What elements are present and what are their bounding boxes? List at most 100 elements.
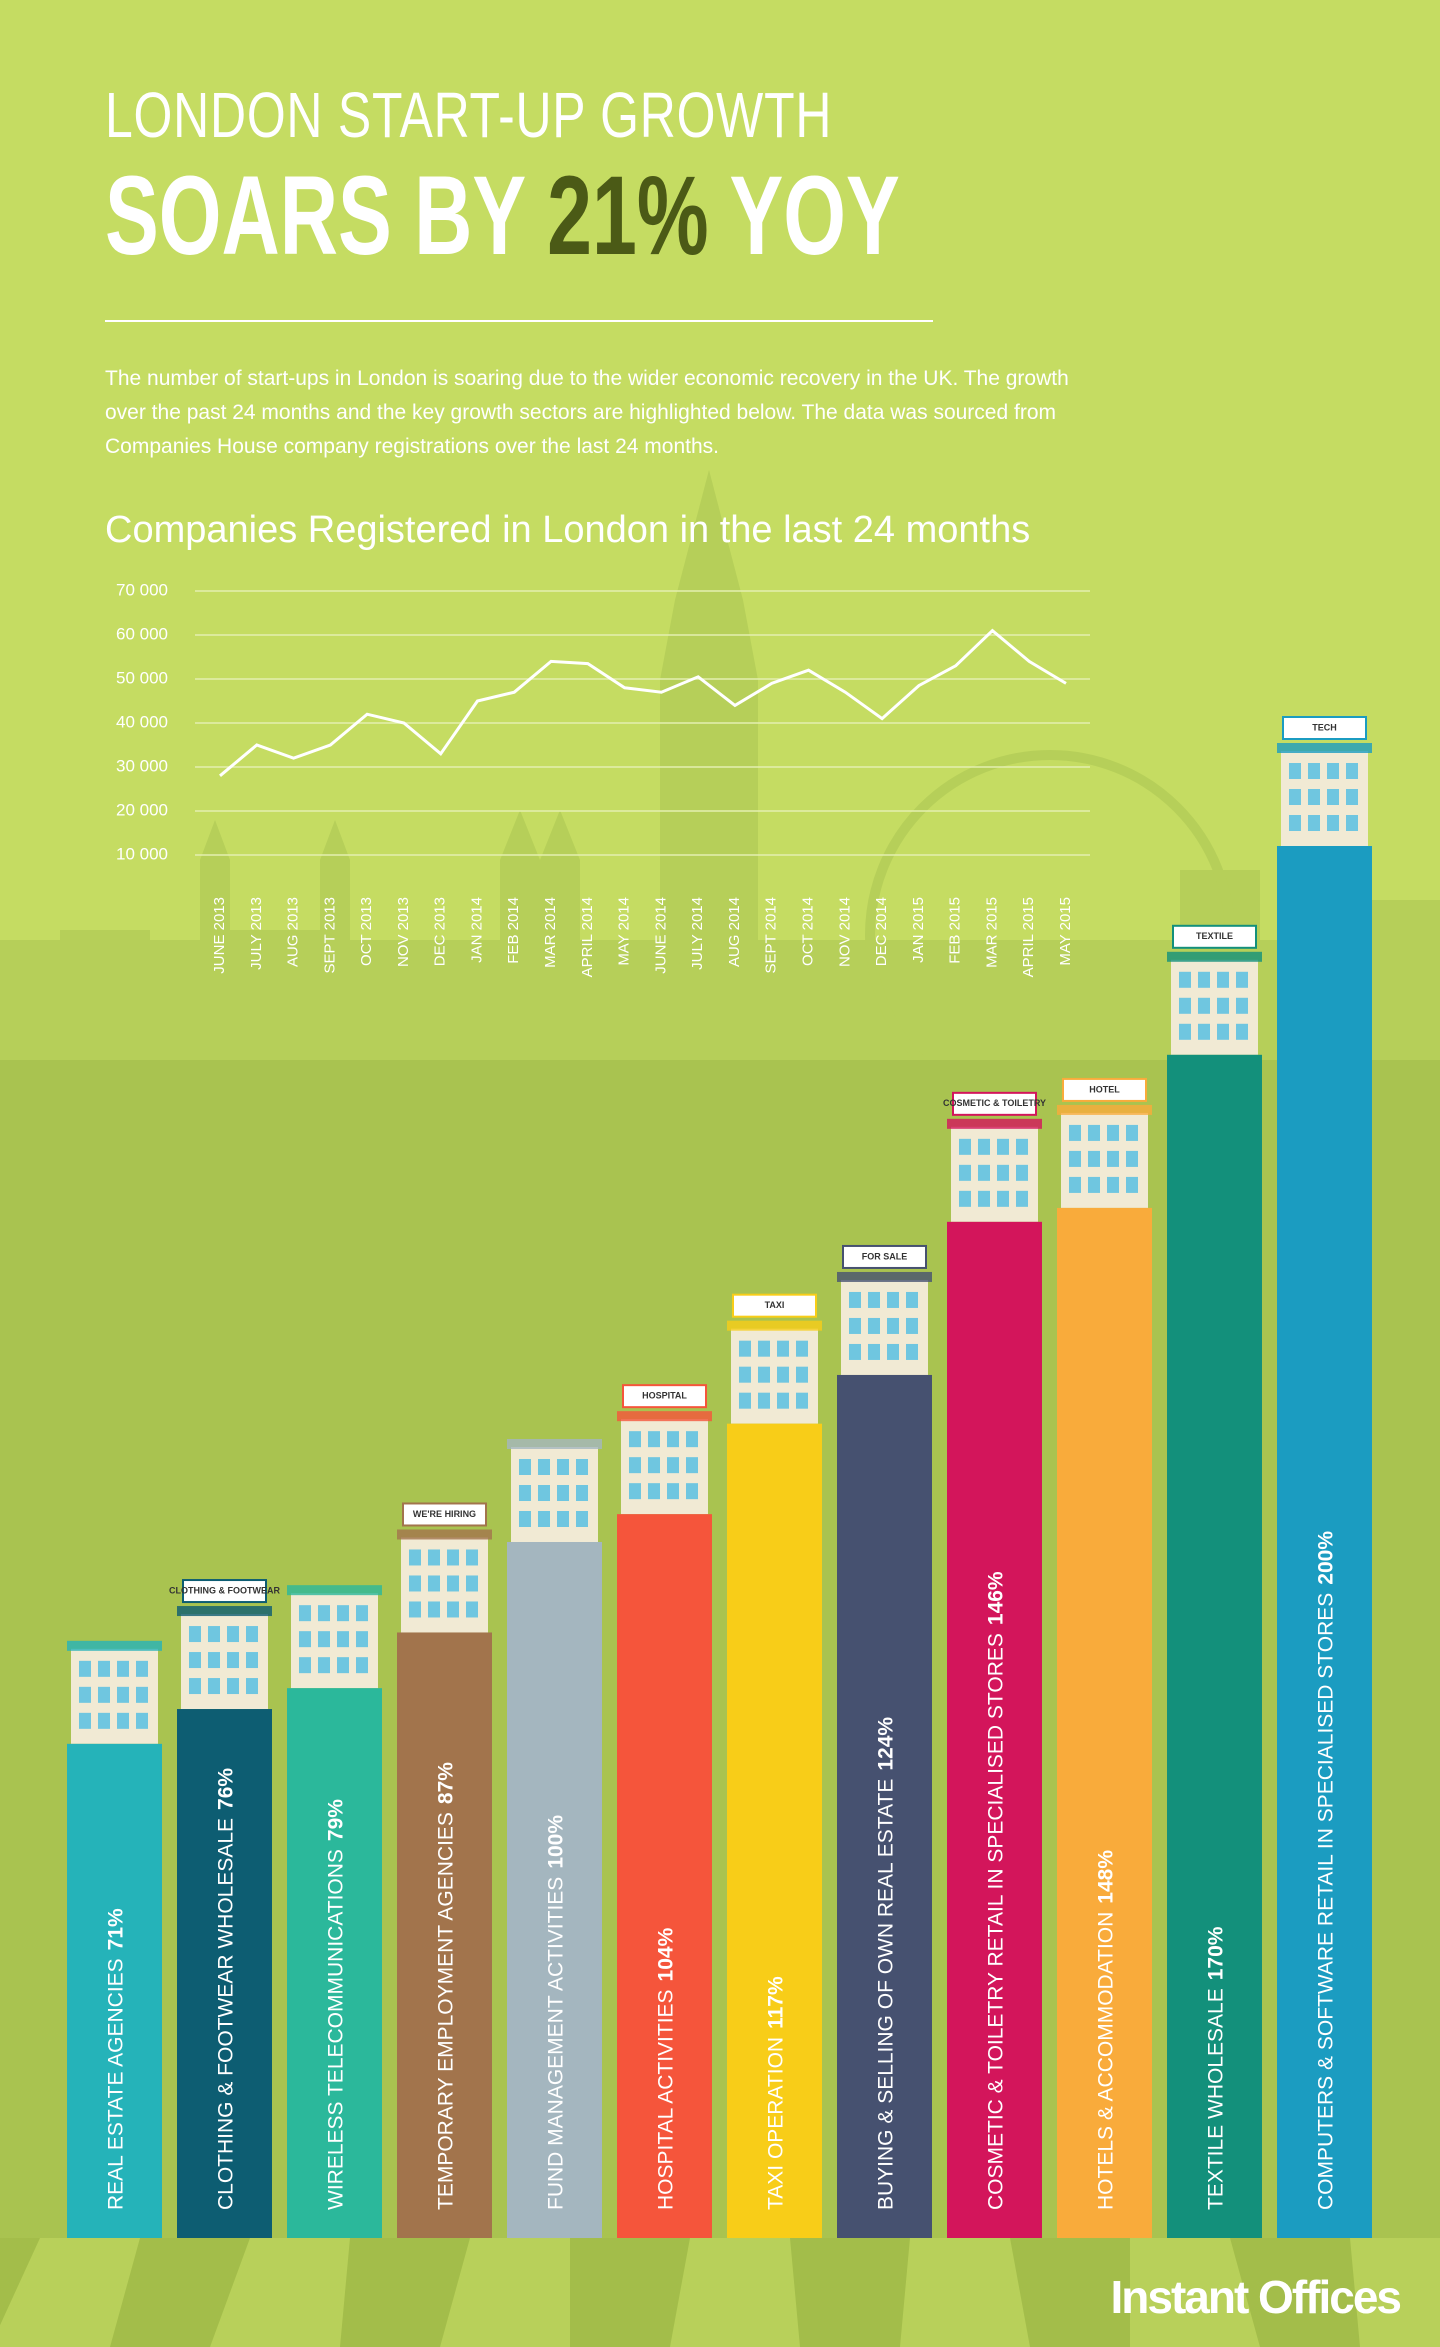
window (739, 1366, 751, 1383)
bar-category: FUND MANAGEMENT ACTIVITIES (544, 1877, 567, 2210)
window (1346, 763, 1358, 779)
window (739, 1340, 751, 1357)
bar-category: COMPUTERS & SOFTWARE RETAIL IN SPECIALIS… (1314, 1593, 1337, 2210)
window (299, 1631, 311, 1648)
window (557, 1511, 569, 1527)
window (538, 1511, 550, 1527)
title-line-1: LONDON START-UP GROWTH (105, 79, 833, 151)
window (1289, 789, 1301, 805)
window (1236, 997, 1248, 1014)
window (1308, 815, 1320, 831)
sign (622, 1384, 707, 1409)
window (868, 1317, 880, 1334)
bar-category: REAL ESTATE AGENCIES (104, 1958, 127, 2210)
window (1016, 1164, 1028, 1181)
title-part: SOARS BY (105, 153, 525, 278)
window (739, 1392, 751, 1409)
sign-label: HOSPITAL (642, 1391, 687, 1401)
window (466, 1601, 478, 1618)
bar-label: FUND MANAGEMENT ACTIVITIES 100% (544, 1815, 567, 2210)
window (978, 1138, 990, 1155)
bar-value-label: 117% (764, 1976, 787, 2029)
sign-label: WE'RE HIRING (413, 1509, 476, 1519)
roof (177, 1606, 272, 1617)
window (758, 1366, 770, 1383)
window (1327, 763, 1339, 779)
x-tick-label: FEB 2014 (505, 897, 522, 964)
line (219, 628, 1067, 777)
x-tick-label: APRIL 2014 (579, 897, 596, 977)
bar-category: TAXI OPERATION (764, 2037, 787, 2210)
roof (727, 1320, 822, 1331)
roof (1277, 743, 1372, 753)
window (246, 1626, 258, 1643)
window (887, 1317, 899, 1334)
window (978, 1164, 990, 1181)
window (887, 1343, 899, 1360)
window (227, 1626, 239, 1643)
window (189, 1652, 201, 1669)
sign-label: TEXTILE (1196, 931, 1233, 941)
window (796, 1392, 808, 1409)
window (1069, 1150, 1081, 1167)
line-chart-title: Companies Registered in London in the la… (105, 509, 1030, 551)
window (409, 1549, 421, 1566)
window (906, 1343, 918, 1360)
window (98, 1660, 110, 1677)
window (849, 1317, 861, 1334)
window (1198, 997, 1210, 1014)
roof (1167, 951, 1262, 962)
window (79, 1686, 91, 1703)
sign-label: CLOTHING & FOOTWEAR (169, 1585, 280, 1595)
bar-category: WIRELESS TELECOMMUNICATIONS (324, 1849, 347, 2210)
y-tick-label: 20 000 (116, 800, 168, 819)
bar-label: TEXTILE WHOLESALE 170% (1204, 1926, 1227, 2210)
window (79, 1660, 91, 1677)
bar-value-label: 79% (324, 1799, 347, 1841)
window (906, 1317, 918, 1334)
y-tick-label: 60 000 (116, 624, 168, 643)
x-tick-label: JAN 2014 (468, 897, 485, 963)
window (1217, 1023, 1229, 1040)
description-line: The number of start-ups in London is soa… (105, 367, 1069, 390)
window (1198, 1023, 1210, 1040)
window (978, 1190, 990, 1207)
window (466, 1549, 478, 1566)
window (299, 1657, 311, 1674)
bar-value-label: 200% (1314, 1531, 1337, 1585)
bar-category: CLOTHING & FOOTWEAR WHOLESALE (214, 1818, 237, 2210)
window (648, 1457, 660, 1474)
window (576, 1459, 588, 1475)
sign (1282, 716, 1367, 740)
bar-category: COSMETIC & TOILETRY RETAIL IN SPECIALISE… (984, 1633, 1007, 2210)
bar (287, 1688, 382, 2238)
bar (727, 1423, 822, 2238)
x-tick-label: JULY 2013 (248, 897, 265, 970)
window (299, 1605, 311, 1622)
sign-label: COSMETIC & TOILETRY (943, 1098, 1046, 1108)
window (1289, 763, 1301, 779)
sign (182, 1579, 267, 1604)
window (208, 1678, 220, 1695)
bar-label: COMPUTERS & SOFTWARE RETAIL IN SPECIALIS… (1314, 1531, 1337, 2210)
bar (67, 1743, 162, 2238)
window (576, 1485, 588, 1501)
window (227, 1678, 239, 1695)
bar-value-label: 104% (654, 1927, 677, 1981)
window (1327, 789, 1339, 805)
roof (947, 1118, 1042, 1129)
window (1126, 1176, 1138, 1193)
window (519, 1511, 531, 1527)
window (1179, 1023, 1191, 1040)
window (1217, 997, 1229, 1014)
x-tick-label: OCT 2014 (799, 897, 816, 966)
window (1107, 1124, 1119, 1141)
bar-category: TEMPORARY EMPLOYMENT AGENCIES (434, 1812, 457, 2210)
window (997, 1138, 1009, 1155)
bar-label: TAXI OPERATION 117% (764, 1976, 787, 2210)
x-tick-label: AUG 2013 (285, 897, 302, 967)
window (428, 1601, 440, 1618)
window (959, 1138, 971, 1155)
window (466, 1575, 478, 1592)
bar (837, 1374, 932, 2238)
